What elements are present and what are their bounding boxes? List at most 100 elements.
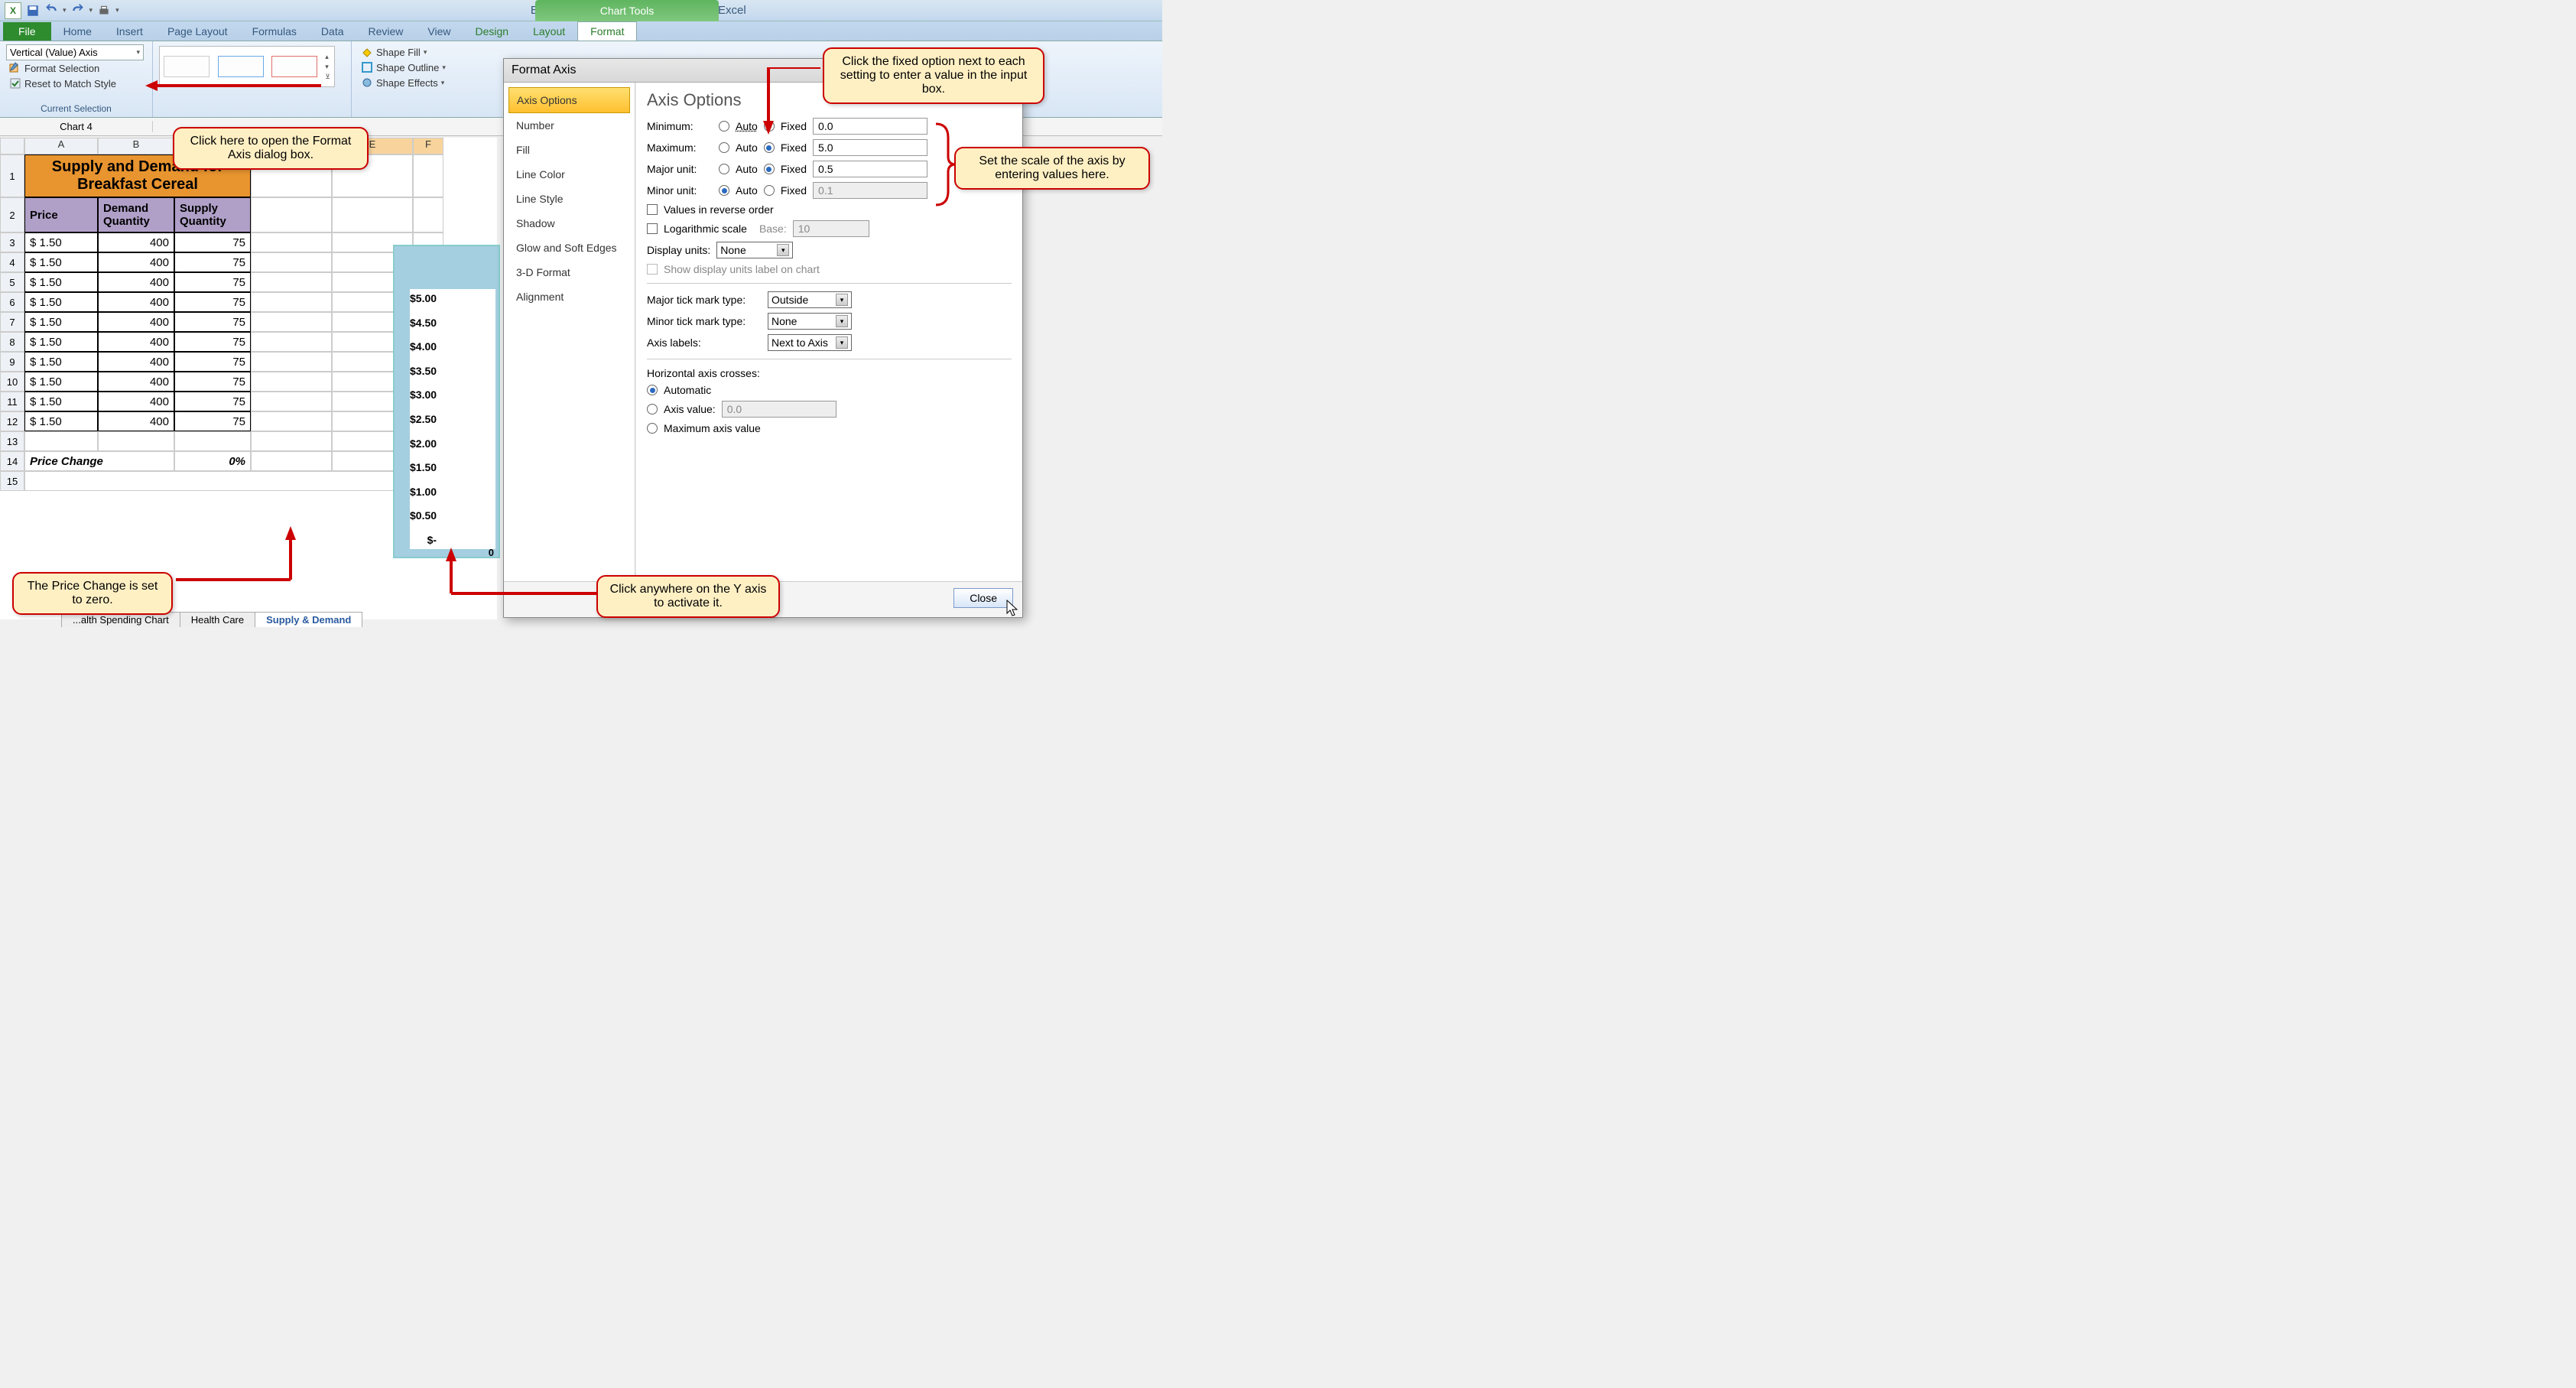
row-header[interactable]: 12 xyxy=(0,411,24,431)
reset-to-match-style-button[interactable]: Reset to Match Style xyxy=(6,76,146,91)
file-tab[interactable]: File xyxy=(3,22,51,41)
row-header[interactable]: 8 xyxy=(0,332,24,352)
price-cell[interactable]: $ 1.50 xyxy=(24,272,98,292)
minimum-fixed-radio[interactable] xyxy=(764,121,775,132)
price-cell[interactable]: $ 1.50 xyxy=(24,352,98,372)
row-header[interactable]: 14 xyxy=(0,451,24,471)
format-selection-button[interactable]: Format Selection xyxy=(6,60,146,76)
row-header[interactable]: 10 xyxy=(0,372,24,392)
sheet-tab[interactable]: Health Care xyxy=(180,612,255,627)
tab-data[interactable]: Data xyxy=(309,22,356,41)
minor-tick-select[interactable]: None▾ xyxy=(768,313,852,330)
tab-home[interactable]: Home xyxy=(51,22,104,41)
log-scale-checkbox[interactable] xyxy=(647,223,658,234)
shape-fill-button[interactable]: Shape Fill▾ xyxy=(358,44,453,60)
demand-cell[interactable]: 400 xyxy=(98,312,174,332)
tab-format[interactable]: Format xyxy=(577,21,637,41)
demand-cell[interactable]: 400 xyxy=(98,232,174,252)
embedded-chart[interactable]: Price per Unit $5.00$4.50$4.00$3.50$3.00… xyxy=(393,245,500,558)
maximum-auto-radio[interactable] xyxy=(719,142,729,153)
shape-style-swatch[interactable] xyxy=(218,56,264,77)
chart-element-selector[interactable]: Vertical (Value) Axis ▾ xyxy=(6,44,144,60)
row-header[interactable]: 9 xyxy=(0,352,24,372)
supply-cell[interactable]: 75 xyxy=(174,272,251,292)
supply-cell[interactable]: 75 xyxy=(174,372,251,392)
price-change-label[interactable]: Price Change xyxy=(24,451,174,471)
tab-view[interactable]: View xyxy=(415,22,463,41)
price-cell[interactable]: $ 1.50 xyxy=(24,252,98,272)
price-change-value[interactable]: 0% xyxy=(174,451,251,471)
minorunit-fixed-radio[interactable] xyxy=(764,185,775,196)
price-cell[interactable]: $ 1.50 xyxy=(24,232,98,252)
gallery-down-icon[interactable]: ▾ xyxy=(325,63,330,71)
tab-layout[interactable]: Layout xyxy=(521,22,577,41)
tab-insert[interactable]: Insert xyxy=(104,22,155,41)
demand-cell[interactable]: 400 xyxy=(98,352,174,372)
reverse-order-checkbox[interactable] xyxy=(647,204,658,215)
axis-labels-select[interactable]: Next to Axis▾ xyxy=(768,334,852,351)
price-cell[interactable]: $ 1.50 xyxy=(24,332,98,352)
tab-formulas[interactable]: Formulas xyxy=(240,22,309,41)
sheet-tab[interactable]: Supply & Demand xyxy=(255,612,362,627)
minimum-auto-radio[interactable] xyxy=(719,121,729,132)
col-header-f[interactable]: F xyxy=(413,138,443,154)
col-demand-header[interactable]: Demand Quantity xyxy=(98,197,174,232)
chart-plot-area[interactable]: $5.00$4.50$4.00$3.50$3.00$2.50$2.00$1.50… xyxy=(410,289,495,549)
minorunit-auto-radio[interactable] xyxy=(719,185,729,196)
gallery-up-icon[interactable]: ▴ xyxy=(325,53,330,61)
supply-cell[interactable]: 75 xyxy=(174,352,251,372)
col-header-b[interactable]: B xyxy=(98,138,174,154)
supply-cell[interactable]: 75 xyxy=(174,252,251,272)
undo-dropdown-icon[interactable]: ▾ xyxy=(63,6,67,15)
row-header[interactable]: 1 xyxy=(0,154,24,197)
maximum-input[interactable] xyxy=(813,139,927,156)
shape-effects-button[interactable]: Shape Effects▾ xyxy=(358,75,453,90)
row-header[interactable]: 4 xyxy=(0,252,24,272)
price-cell[interactable]: $ 1.50 xyxy=(24,411,98,431)
col-supply-header[interactable]: Supply Quantity xyxy=(174,197,251,232)
majorunit-input[interactable] xyxy=(813,161,927,177)
majorunit-auto-radio[interactable] xyxy=(719,164,729,174)
price-cell[interactable]: $ 1.50 xyxy=(24,312,98,332)
row-header[interactable]: 2 xyxy=(0,197,24,232)
display-units-select[interactable]: None▾ xyxy=(716,242,793,258)
price-cell[interactable]: $ 1.50 xyxy=(24,292,98,312)
nav-axis-options[interactable]: Axis Options xyxy=(508,87,630,113)
price-cell[interactable]: $ 1.50 xyxy=(24,372,98,392)
demand-cell[interactable]: 400 xyxy=(98,411,174,431)
supply-cell[interactable]: 75 xyxy=(174,392,251,411)
crosses-value-radio[interactable] xyxy=(647,404,658,414)
nav-3d-format[interactable]: 3-D Format xyxy=(508,260,630,284)
print-icon[interactable] xyxy=(97,4,111,18)
supply-cell[interactable]: 75 xyxy=(174,232,251,252)
major-tick-select[interactable]: Outside▾ xyxy=(768,291,852,308)
supply-cell[interactable]: 75 xyxy=(174,292,251,312)
y-axis[interactable]: $5.00$4.50$4.00$3.50$3.00$2.50$2.00$1.50… xyxy=(410,289,440,549)
shape-style-swatch[interactable] xyxy=(271,56,317,77)
demand-cell[interactable]: 400 xyxy=(98,372,174,392)
nav-line-color[interactable]: Line Color xyxy=(508,162,630,187)
majorunit-fixed-radio[interactable] xyxy=(764,164,775,174)
row-header[interactable]: 6 xyxy=(0,292,24,312)
shape-outline-button[interactable]: Shape Outline▾ xyxy=(358,60,453,75)
row-header[interactable]: 5 xyxy=(0,272,24,292)
crosses-auto-radio[interactable] xyxy=(647,385,658,395)
supply-cell[interactable]: 75 xyxy=(174,312,251,332)
demand-cell[interactable]: 400 xyxy=(98,332,174,352)
gallery-more-icon[interactable]: ⊻ xyxy=(325,73,330,81)
nav-alignment[interactable]: Alignment xyxy=(508,284,630,309)
name-box[interactable]: Chart 4 xyxy=(0,121,153,132)
shape-styles-gallery[interactable]: ▴ ▾ ⊻ xyxy=(159,46,335,87)
save-icon[interactable] xyxy=(26,4,40,18)
demand-cell[interactable]: 400 xyxy=(98,272,174,292)
undo-icon[interactable] xyxy=(44,4,58,18)
col-header-a[interactable]: A xyxy=(24,138,98,154)
shape-style-swatch[interactable] xyxy=(164,56,210,77)
supply-cell[interactable]: 75 xyxy=(174,411,251,431)
row-header[interactable]: 3 xyxy=(0,232,24,252)
tab-review[interactable]: Review xyxy=(356,22,416,41)
nav-shadow[interactable]: Shadow xyxy=(508,211,630,236)
maximum-fixed-radio[interactable] xyxy=(764,142,775,153)
demand-cell[interactable]: 400 xyxy=(98,392,174,411)
nav-glow[interactable]: Glow and Soft Edges xyxy=(508,236,630,260)
